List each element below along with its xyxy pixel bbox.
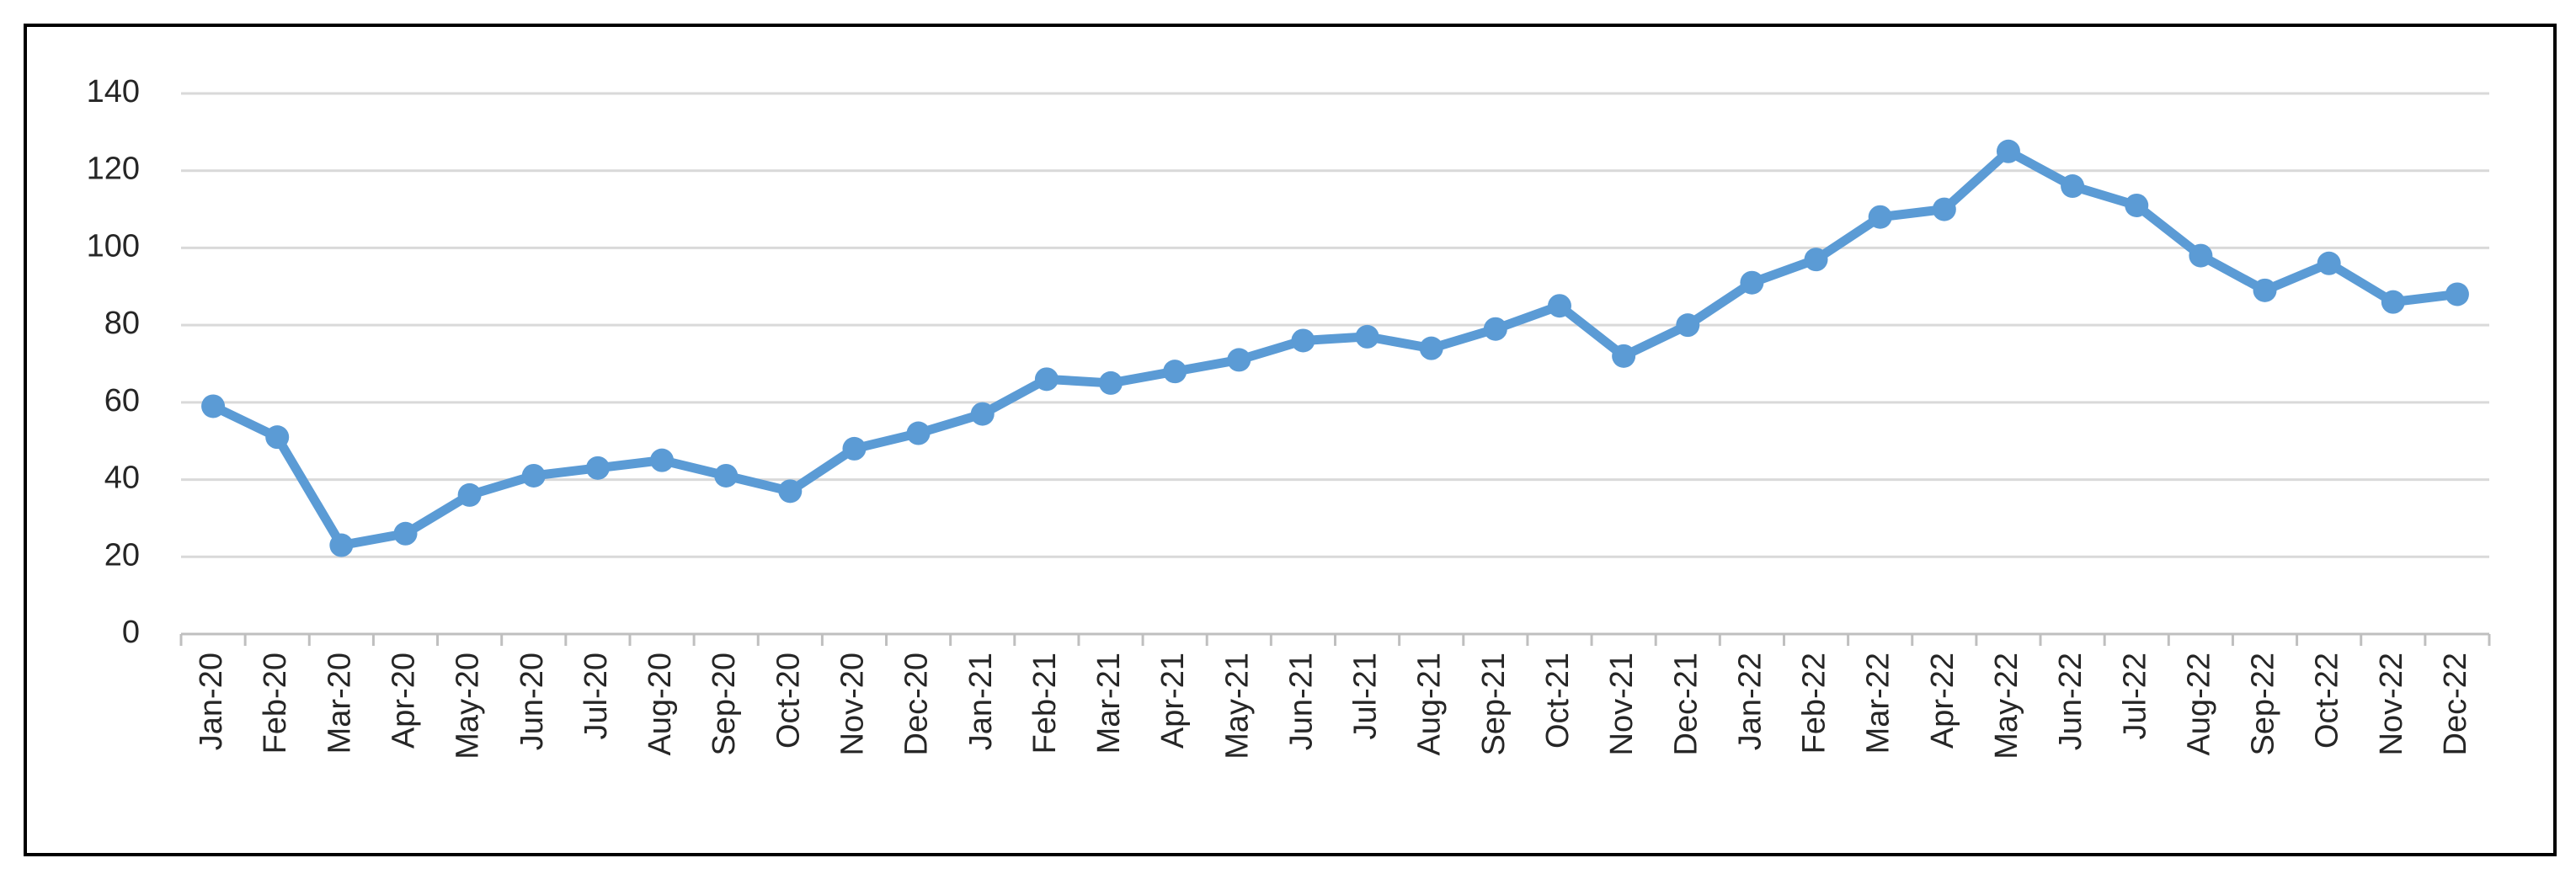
x-tick-label: Oct-22 bbox=[2310, 653, 2345, 749]
x-tick-label: Apr-22 bbox=[1925, 653, 1960, 749]
marker bbox=[650, 448, 675, 472]
marker bbox=[1483, 317, 1507, 341]
x-tick-label: Feb-22 bbox=[1797, 653, 1832, 754]
marker bbox=[585, 456, 610, 480]
y-tick-label: 100 bbox=[87, 228, 140, 264]
marker bbox=[1996, 139, 2020, 163]
marker bbox=[1034, 367, 1059, 392]
y-tick-label: 60 bbox=[104, 383, 140, 418]
x-tick-label: May-21 bbox=[1219, 653, 1255, 759]
x-tick-label: Apr-21 bbox=[1155, 653, 1191, 749]
y-tick-label: 140 bbox=[87, 74, 140, 109]
x-tick-label: Jan-20 bbox=[194, 653, 229, 750]
marker bbox=[1227, 348, 1251, 372]
marker bbox=[1804, 248, 1828, 272]
marker bbox=[201, 394, 226, 418]
marker bbox=[265, 425, 290, 450]
x-tick-label: Aug-22 bbox=[2181, 653, 2216, 756]
marker bbox=[714, 463, 739, 488]
x-tick-label: Jan-21 bbox=[963, 653, 999, 750]
x-tick-label: Sep-21 bbox=[1476, 653, 1512, 756]
x-tick-label: Aug-20 bbox=[643, 653, 678, 756]
x-tick-label: Dec-22 bbox=[2438, 653, 2473, 756]
x-tick-label: Oct-20 bbox=[771, 653, 806, 749]
y-tick-label: 20 bbox=[104, 537, 140, 573]
chart-frame bbox=[24, 24, 2557, 856]
marker bbox=[778, 479, 803, 504]
marker bbox=[329, 533, 354, 557]
x-tick-label: Jan-22 bbox=[1732, 653, 1768, 750]
marker bbox=[2445, 282, 2469, 306]
marker bbox=[2317, 251, 2341, 275]
x-tick-label: Feb-21 bbox=[1027, 653, 1063, 754]
x-tick-label: Feb-20 bbox=[258, 653, 293, 754]
x-tick-label: May-20 bbox=[451, 653, 486, 759]
marker bbox=[970, 402, 995, 426]
x-tick-label: Mar-20 bbox=[322, 653, 357, 754]
y-tick-label: 80 bbox=[104, 306, 140, 341]
x-tick-label: Sep-20 bbox=[707, 653, 742, 756]
y-tick-label: 40 bbox=[104, 461, 140, 496]
marker bbox=[1163, 360, 1187, 384]
x-tick-label: Sep-22 bbox=[2246, 653, 2281, 756]
x-tick-label: Jul-20 bbox=[579, 653, 614, 740]
marker bbox=[457, 482, 482, 507]
x-tick-label: May-22 bbox=[1989, 653, 2024, 759]
x-tick-label: Nov-20 bbox=[835, 653, 870, 756]
marker bbox=[1099, 370, 1123, 395]
x-tick-label: Nov-22 bbox=[2374, 653, 2409, 756]
x-tick-label: Jul-21 bbox=[1348, 653, 1384, 740]
marker bbox=[2061, 174, 2085, 199]
marker bbox=[1740, 270, 1764, 295]
x-tick-label: Apr-20 bbox=[387, 653, 422, 749]
marker bbox=[2253, 278, 2277, 302]
marker bbox=[521, 463, 546, 488]
marker bbox=[1355, 324, 1379, 349]
x-tick-label: Nov-21 bbox=[1604, 653, 1640, 756]
marker bbox=[1612, 344, 1636, 368]
x-tick-label: Mar-21 bbox=[1091, 653, 1127, 754]
marker bbox=[1291, 328, 1315, 353]
x-tick-label: Jun-21 bbox=[1283, 653, 1319, 750]
marker bbox=[1868, 205, 1892, 229]
x-tick-label: Aug-21 bbox=[1412, 653, 1448, 756]
x-tick-label: Jun-20 bbox=[515, 653, 550, 750]
x-tick-label: Jun-22 bbox=[2053, 653, 2088, 750]
marker bbox=[1676, 313, 1700, 338]
marker bbox=[1932, 197, 1956, 221]
marker bbox=[2189, 243, 2213, 268]
marker bbox=[842, 436, 867, 461]
x-tick-label: Mar-22 bbox=[1861, 653, 1896, 754]
y-tick-label: 0 bbox=[122, 615, 140, 650]
y-tick-label: 120 bbox=[87, 152, 140, 187]
marker bbox=[393, 521, 418, 546]
marker bbox=[1547, 294, 1571, 318]
x-tick-label: Oct-21 bbox=[1540, 653, 1576, 749]
x-tick-label: Dec-20 bbox=[899, 653, 935, 756]
marker bbox=[2381, 290, 2405, 314]
marker bbox=[1419, 336, 1443, 360]
x-tick-label: Dec-21 bbox=[1668, 653, 1704, 756]
marker bbox=[2125, 193, 2149, 217]
marker bbox=[906, 421, 931, 445]
x-tick-label: Jul-22 bbox=[2117, 653, 2152, 740]
